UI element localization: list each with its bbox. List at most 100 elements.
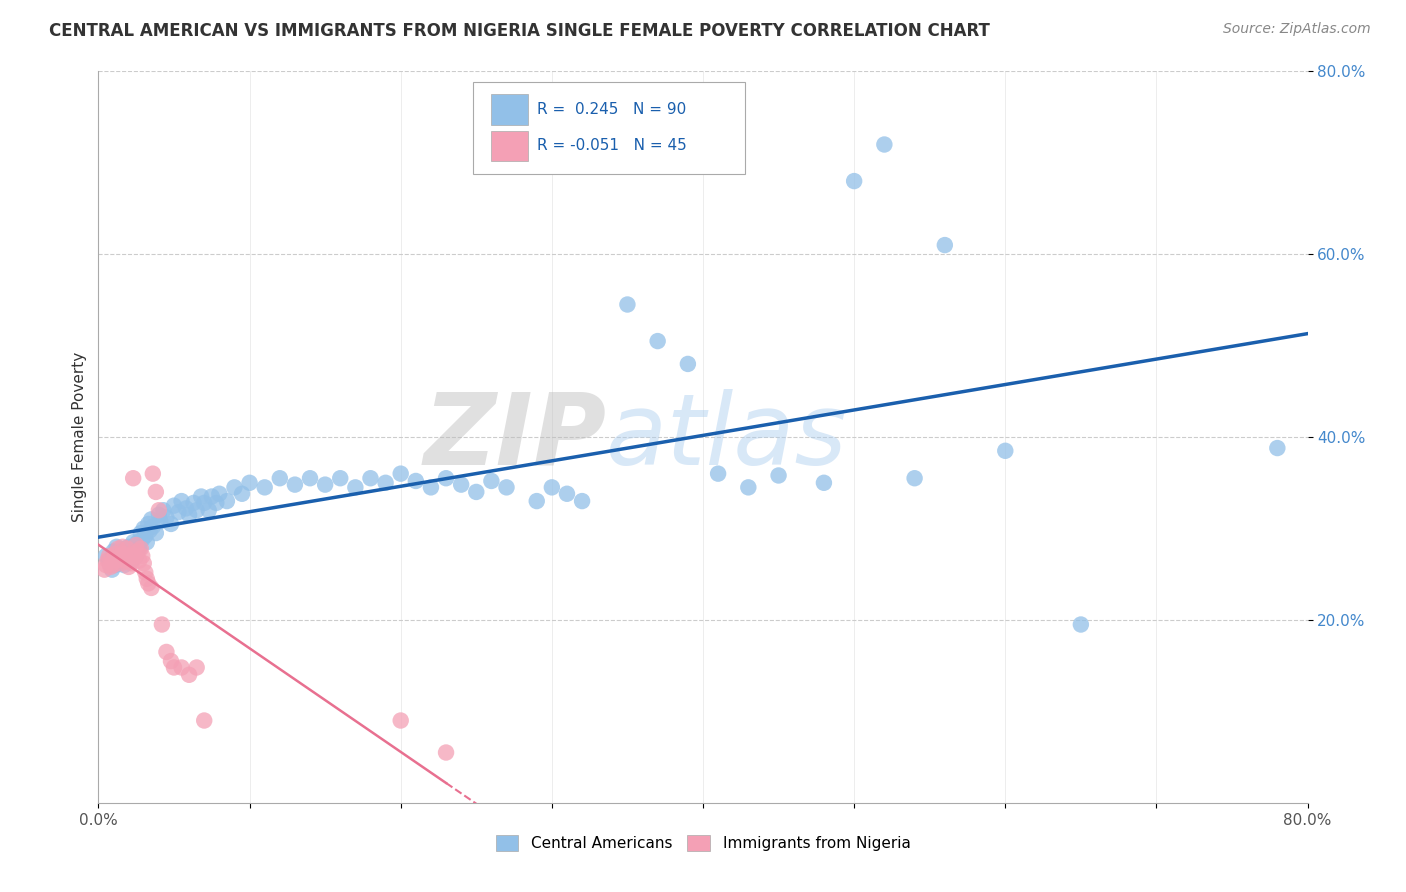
Point xyxy=(136,576,159,591)
Point xyxy=(112,547,135,561)
Point xyxy=(284,477,307,491)
Point xyxy=(125,549,148,563)
Point xyxy=(132,521,155,535)
Point xyxy=(205,496,228,510)
Point xyxy=(139,524,162,538)
Point xyxy=(540,480,562,494)
Point xyxy=(103,544,125,558)
Point xyxy=(813,475,835,490)
Point xyxy=(148,503,170,517)
Point xyxy=(141,581,163,595)
Point xyxy=(344,480,367,494)
Point xyxy=(100,560,122,574)
Point xyxy=(108,556,131,570)
Point xyxy=(103,558,125,573)
Point xyxy=(768,468,790,483)
Point xyxy=(253,480,276,494)
Point xyxy=(179,508,201,522)
Point xyxy=(128,541,150,556)
Point xyxy=(167,505,190,519)
Point xyxy=(193,496,215,510)
Point xyxy=(526,494,548,508)
Point xyxy=(107,541,129,556)
Point xyxy=(465,485,488,500)
Point xyxy=(193,714,215,728)
FancyBboxPatch shape xyxy=(474,82,745,174)
Point xyxy=(105,540,128,554)
Point xyxy=(904,471,927,485)
Point xyxy=(124,549,146,563)
Point xyxy=(163,660,186,674)
Point xyxy=(145,526,167,541)
Point xyxy=(94,558,117,573)
Point xyxy=(122,535,145,549)
Text: CENTRAL AMERICAN VS IMMIGRANTS FROM NIGERIA SINGLE FEMALE POVERTY CORRELATION CH: CENTRAL AMERICAN VS IMMIGRANTS FROM NIGE… xyxy=(49,22,990,40)
Point xyxy=(121,556,143,570)
Point xyxy=(150,617,173,632)
Point xyxy=(190,490,212,504)
Point xyxy=(111,550,134,565)
Point xyxy=(224,480,246,494)
Text: ZIP: ZIP xyxy=(423,389,606,485)
Point xyxy=(141,512,163,526)
Point xyxy=(118,540,141,554)
Point xyxy=(163,499,186,513)
Point xyxy=(100,558,122,573)
Point xyxy=(121,553,143,567)
Point xyxy=(389,714,412,728)
Point xyxy=(450,477,472,491)
Point xyxy=(314,477,336,491)
Point xyxy=(120,547,142,561)
Point xyxy=(118,560,141,574)
Point xyxy=(160,654,183,668)
Point xyxy=(231,487,253,501)
Point xyxy=(104,547,127,561)
Point xyxy=(93,563,115,577)
Point xyxy=(134,566,156,580)
Point xyxy=(128,553,150,567)
Point xyxy=(110,556,132,570)
Point xyxy=(737,480,759,494)
Point xyxy=(647,334,669,348)
Point xyxy=(934,238,956,252)
Point xyxy=(101,563,124,577)
Point xyxy=(152,503,174,517)
Point xyxy=(142,519,165,533)
Point xyxy=(197,503,219,517)
Point xyxy=(183,496,205,510)
Text: R = -0.051   N = 45: R = -0.051 N = 45 xyxy=(537,138,688,153)
Point xyxy=(127,544,149,558)
Point xyxy=(420,480,443,494)
Point xyxy=(239,475,262,490)
Point xyxy=(389,467,412,481)
Point xyxy=(201,490,224,504)
Point xyxy=(115,541,138,556)
Point xyxy=(179,667,201,681)
Point xyxy=(844,174,866,188)
Point xyxy=(134,529,156,543)
Point xyxy=(135,535,157,549)
Point xyxy=(405,474,427,488)
Point xyxy=(208,487,231,501)
Point xyxy=(329,471,352,485)
Point xyxy=(215,494,238,508)
Point xyxy=(571,494,593,508)
Point xyxy=(495,480,517,494)
Point xyxy=(873,137,896,152)
Point xyxy=(186,660,208,674)
Point xyxy=(120,549,142,563)
Bar xyxy=(492,130,527,161)
Point xyxy=(170,494,193,508)
Point xyxy=(174,501,197,516)
Point xyxy=(155,510,177,524)
Point xyxy=(434,471,457,485)
Point xyxy=(96,553,118,567)
Point xyxy=(112,558,135,573)
Point xyxy=(94,549,117,563)
Point xyxy=(124,541,146,556)
Point xyxy=(129,526,152,541)
Point xyxy=(110,544,132,558)
Point xyxy=(122,471,145,485)
Point xyxy=(114,553,136,567)
Point xyxy=(676,357,699,371)
